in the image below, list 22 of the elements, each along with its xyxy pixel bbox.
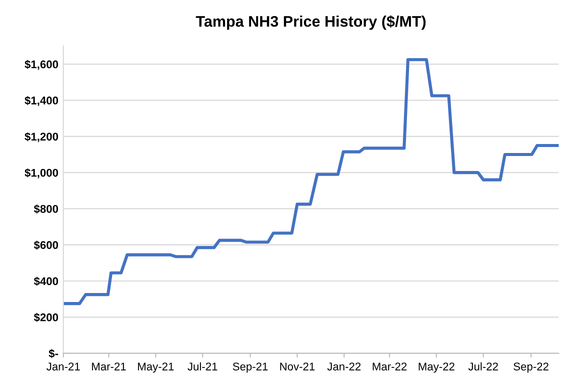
x-tick-label: Mar-21 xyxy=(92,362,126,370)
x-tick-label: Jan-22 xyxy=(327,362,361,370)
x-tick-label: May-22 xyxy=(418,362,454,373)
y-tick-label: $800 xyxy=(34,204,58,214)
y-tick-label: $600 xyxy=(34,240,58,250)
x-tick-label: Sep-22 xyxy=(514,362,548,373)
chart-title: Tampa NH3 Price History ($/MT) xyxy=(196,15,426,30)
y-tick-label: $400 xyxy=(34,276,58,286)
x-tick-label: May-21 xyxy=(138,362,174,373)
line-series xyxy=(63,58,559,306)
x-tick-label: Sep-21 xyxy=(232,362,268,373)
y-tick-label: $1,000 xyxy=(24,168,58,178)
x-tick-label: Mar-22 xyxy=(372,362,407,370)
y-tick-label: $- xyxy=(48,349,58,358)
y-tick-label: $1,600 xyxy=(24,60,58,70)
y-tick-label: $200 xyxy=(34,312,58,322)
x-tick-label: Jul-22 xyxy=(468,362,498,370)
x-tick-label: Jul-21 xyxy=(188,362,218,370)
x-tick-label: Jan-21 xyxy=(46,362,80,370)
x-tick-label: Nov-21 xyxy=(280,362,315,370)
y-tick-label: $1,400 xyxy=(24,96,58,106)
y-tick-label: $1,200 xyxy=(24,132,58,142)
